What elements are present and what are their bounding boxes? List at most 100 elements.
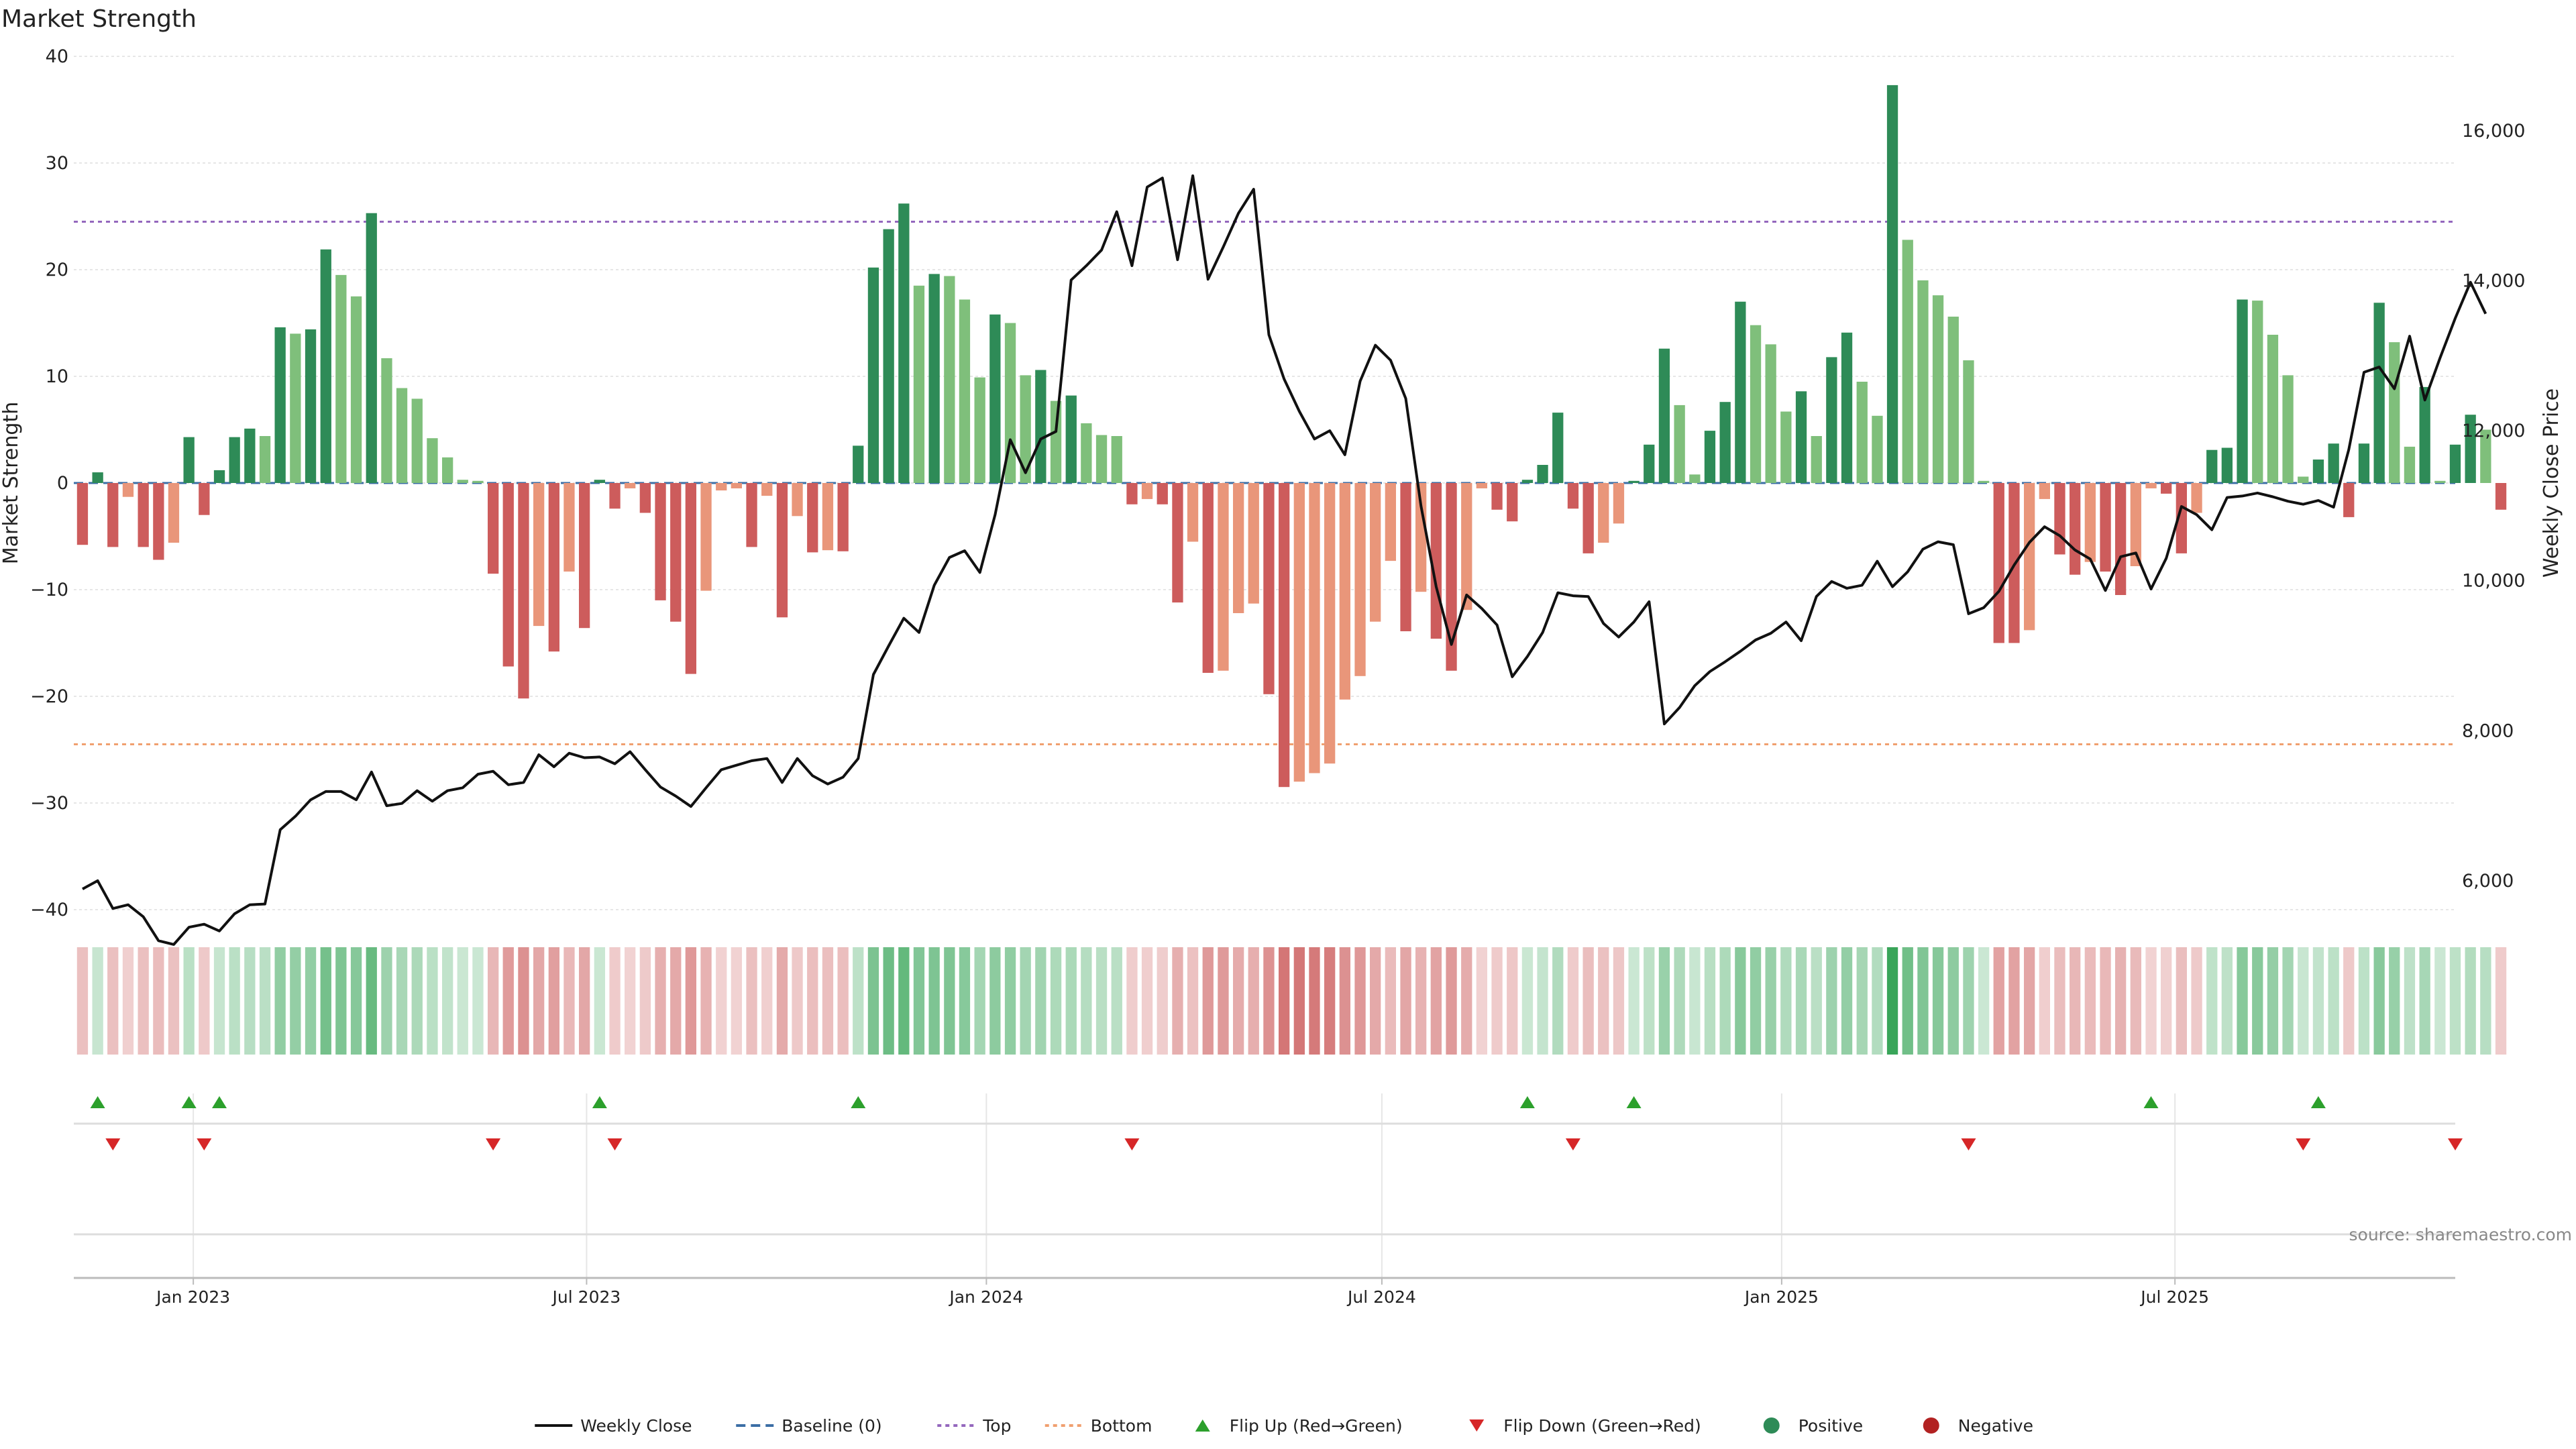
heatmap-cell — [1202, 947, 1214, 1055]
heatmap-cell — [655, 947, 666, 1055]
strength-bar — [548, 483, 559, 652]
legend-label: Baseline (0) — [782, 1416, 881, 1436]
strength-bar — [1111, 436, 1122, 483]
strength-bar — [1552, 413, 1564, 483]
strength-bar — [2480, 429, 2491, 483]
heatmap-cell — [1552, 947, 1564, 1055]
heatmap-cell — [1491, 947, 1503, 1055]
flip-down-marker — [1565, 1138, 1580, 1150]
legend-label: Weekly Close — [580, 1416, 692, 1436]
strength-bar — [1187, 483, 1199, 542]
legend-label: Flip Down (Green→Red) — [1503, 1416, 1701, 1436]
strength-bar — [792, 483, 803, 517]
legend-label: Bottom — [1091, 1416, 1152, 1436]
heatmap-cell — [1886, 947, 1898, 1055]
x-tick-label: Jul 2025 — [2139, 1287, 2209, 1307]
heatmap-cell — [807, 947, 818, 1055]
strength-bar — [761, 483, 773, 496]
heatmap-cell — [1947, 947, 1959, 1055]
strength-bar — [746, 483, 757, 547]
flip-up-marker — [2143, 1096, 2159, 1108]
heatmap-cell — [183, 947, 195, 1055]
heatmap-cell — [2176, 947, 2187, 1055]
strength-bar — [92, 472, 103, 483]
strength-bar — [2328, 443, 2339, 483]
strength-bar — [1476, 483, 1487, 488]
y-tick-label: 10 — [46, 366, 68, 387]
heatmap-cell — [2389, 947, 2400, 1055]
heatmap-cell — [244, 947, 256, 1055]
flip-up-marker — [181, 1096, 197, 1108]
heatmap-cell — [229, 947, 240, 1055]
strength-heatmap-strip — [76, 947, 2507, 1055]
strength-bar — [2039, 483, 2050, 499]
legend-label: Flip Up (Red→Green) — [1230, 1416, 1403, 1436]
heatmap-cell — [1765, 947, 1776, 1055]
strength-bar — [366, 213, 377, 483]
heatmap-cell — [2084, 947, 2096, 1055]
heatmap-cell — [579, 947, 590, 1055]
heatmap-cell — [1735, 947, 1746, 1055]
strength-bar — [1157, 483, 1168, 504]
x-tick-label: Jan 2023 — [155, 1287, 230, 1307]
strength-bar — [670, 483, 682, 622]
heatmap-cell — [1811, 947, 1822, 1055]
heatmap-cell — [1917, 947, 1929, 1055]
strength-bar — [502, 483, 514, 667]
strength-bar — [1400, 483, 1411, 631]
flip-up-marker — [1626, 1096, 1642, 1108]
heatmap-cell — [1157, 947, 1168, 1055]
strength-bar — [259, 436, 271, 483]
strength-bar — [411, 398, 423, 483]
strength-bar — [883, 229, 894, 483]
heatmap-cell — [746, 947, 757, 1055]
heatmap-cell — [427, 947, 438, 1055]
heatmap-cell — [1020, 947, 1031, 1055]
heatmap-cell — [1370, 947, 1381, 1055]
heatmap-cell — [1172, 947, 1183, 1055]
heatmap-cell — [1993, 947, 2004, 1055]
y-tick-label: 20 — [46, 260, 68, 280]
flip-down-marker — [197, 1138, 212, 1150]
strength-bar — [183, 437, 195, 483]
heatmap-cell — [1719, 947, 1731, 1055]
strength-bar — [213, 470, 225, 483]
strength-bar — [2404, 446, 2416, 483]
strength-bar — [594, 480, 605, 483]
heatmap-cell — [1613, 947, 1625, 1055]
strength-bar — [1765, 344, 1776, 483]
strength-bar — [716, 483, 727, 491]
heatmap-cell — [2419, 947, 2430, 1055]
strength-bar — [2191, 483, 2202, 513]
strength-bar — [837, 483, 849, 551]
strength-bar — [107, 483, 119, 547]
legend-swatch-flip-up — [1195, 1419, 1210, 1432]
strength-bar — [1658, 348, 1670, 483]
strength-bar — [1993, 483, 2004, 643]
y-tick-label: 30 — [46, 153, 68, 174]
strength-bar — [2054, 483, 2065, 555]
heatmap-cell — [199, 947, 210, 1055]
strength-bar — [1537, 465, 1548, 483]
legend: Weekly Close Baseline (0) Top Bottom Flip Up… — [535, 1416, 2033, 1436]
strength-bar — [1780, 411, 1792, 483]
heatmap-cell — [2404, 947, 2416, 1055]
flip-up-marker — [90, 1096, 105, 1108]
strength-bar — [807, 483, 818, 553]
heatmap-cell — [1567, 947, 1579, 1055]
strength-bar — [564, 483, 575, 572]
heatmap-cell — [776, 947, 788, 1055]
strength-bar — [1719, 402, 1731, 483]
strength-bar — [685, 483, 696, 674]
heatmap-cell — [488, 947, 499, 1055]
heatmap-cell — [1111, 947, 1122, 1055]
strength-bar — [2343, 483, 2355, 517]
strength-bar — [2434, 480, 2446, 483]
heatmap-cell — [2100, 947, 2111, 1055]
heatmap-cell — [2145, 947, 2157, 1055]
heatmap-cell — [959, 947, 971, 1055]
heatmap-cell — [1081, 947, 1092, 1055]
flip-up-marker — [592, 1096, 607, 1108]
heatmap-cell — [2449, 947, 2461, 1055]
strength-bars — [76, 85, 2507, 788]
